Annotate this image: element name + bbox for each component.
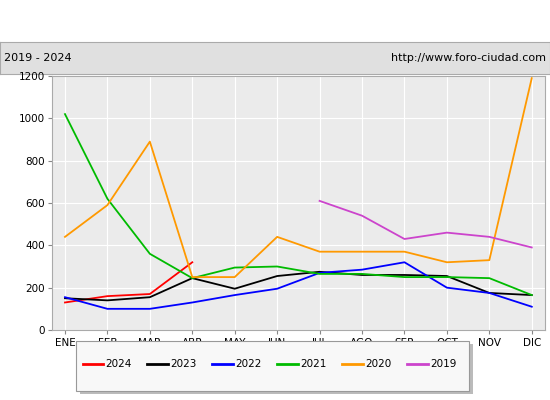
- FancyBboxPatch shape: [76, 340, 469, 391]
- Text: http://www.foro-ciudad.com: http://www.foro-ciudad.com: [390, 53, 546, 63]
- Text: 2019 - 2024: 2019 - 2024: [4, 53, 72, 63]
- Text: 2019: 2019: [430, 358, 456, 369]
- FancyBboxPatch shape: [80, 344, 473, 394]
- Text: 2024: 2024: [106, 358, 132, 369]
- Text: 2023: 2023: [170, 358, 197, 369]
- Text: Evolucion Nº Turistas Nacionales en el municipio de Sant Guim de Freixenet: Evolucion Nº Turistas Nacionales en el m…: [12, 14, 538, 28]
- Text: 2020: 2020: [365, 358, 392, 369]
- Text: 2022: 2022: [235, 358, 262, 369]
- Text: 2021: 2021: [300, 358, 327, 369]
